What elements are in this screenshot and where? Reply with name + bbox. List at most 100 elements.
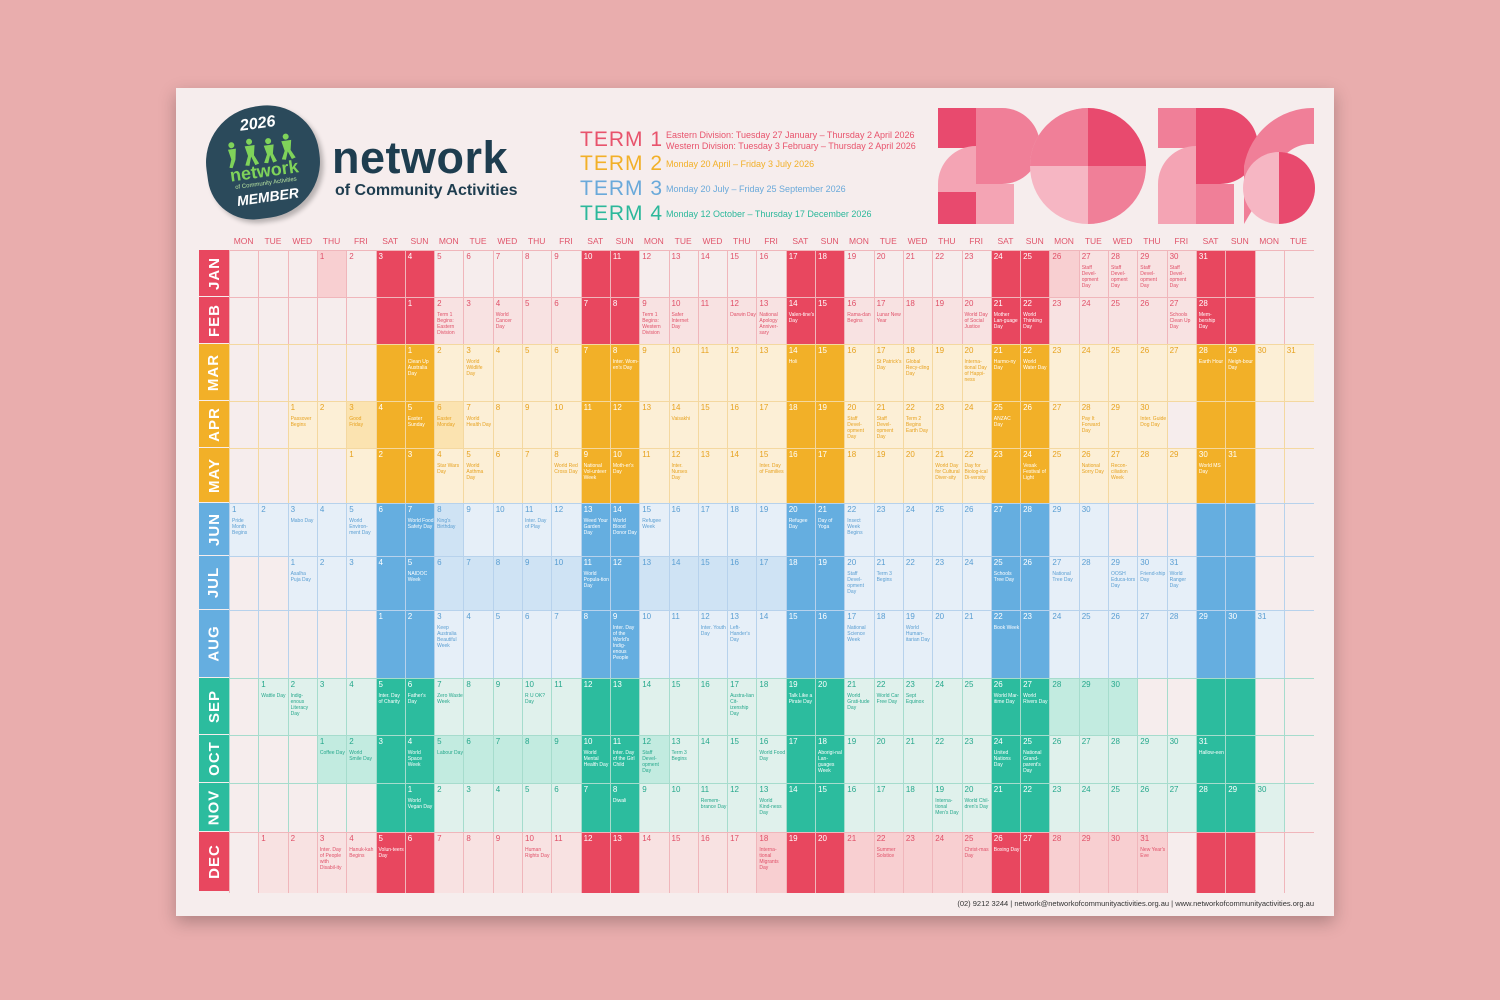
empty-cell — [287, 448, 318, 504]
day-cell: 17 — [727, 832, 758, 893]
day-cell: 7 — [492, 250, 523, 298]
day-cell: 15 Inter. Day of Families — [756, 448, 787, 504]
day-number: 5 — [525, 299, 530, 308]
empty-cell — [1283, 610, 1315, 679]
empty-cell — [316, 344, 348, 402]
day-cell: 29 — [1078, 678, 1109, 736]
empty-cell — [1108, 503, 1139, 557]
day-number: 5 — [407, 403, 413, 412]
term-4-line-1: Monday 12 October – Thursday 17 December… — [666, 209, 872, 219]
day-number: 4 — [378, 403, 383, 412]
empty-cell — [346, 297, 377, 345]
day-number: 3 — [349, 403, 354, 412]
empty-cell — [1283, 297, 1315, 345]
day-cell: 4 — [375, 556, 406, 611]
day-cell: 1 Asalha Puja Day — [287, 556, 318, 611]
day-number: 21 — [905, 737, 915, 746]
day-cell: 11 — [580, 401, 611, 449]
day-number: 15 — [642, 505, 652, 514]
day-cell: 15 — [727, 735, 758, 784]
day-number: 20 — [964, 299, 974, 308]
digit-6 — [1243, 108, 1315, 224]
day-cell: 6 Easter Monday — [434, 401, 465, 449]
day-cell: 12 — [727, 783, 758, 833]
day-number: 19 — [788, 834, 798, 843]
day-number: 13 — [759, 785, 769, 794]
day-cell: 13 National Apology Anniver-sary — [756, 297, 787, 345]
day-cell: 10 — [668, 344, 699, 402]
day-cell: 8 Diwali — [609, 783, 641, 833]
day-cell: 31 World Ranger Day — [1166, 556, 1197, 611]
month-label-jan: JAN — [199, 250, 229, 296]
empty-cell — [1283, 556, 1315, 611]
day-number: 25 — [935, 505, 945, 514]
day-cell: 17 Austra-lian Cit-izenship Day — [727, 678, 758, 736]
event-note: Lunar New Year — [876, 312, 901, 324]
day-cell: 7 — [463, 556, 494, 611]
day-cell: 4 — [492, 344, 523, 402]
day-cell: 13 Term 3 Begins — [668, 735, 699, 784]
day-number: 23 — [993, 450, 1003, 459]
event-note: Good Friday — [349, 416, 364, 428]
month-label-apr: APR — [199, 401, 229, 447]
day-cell: 18 — [727, 503, 758, 557]
event-note: Global Recy-cling Day — [905, 359, 930, 377]
day-number: 18 — [730, 505, 739, 514]
day-cell: 25 Christ-mas Day — [961, 832, 992, 893]
day-cell: 2 — [316, 401, 348, 449]
day-number: 12 — [612, 403, 622, 412]
event-note: Inter. Day of the Girl Child — [612, 750, 635, 768]
day-number: 27 — [1081, 737, 1091, 746]
day-cell: 22 World Thinking Day — [1020, 297, 1051, 345]
day-cell: 14 — [697, 735, 729, 784]
day-cell: 13 — [697, 448, 729, 504]
weekday-header: SAT — [997, 236, 1014, 246]
weekday-header: FRI — [764, 236, 778, 246]
event-note: Labour Day — [437, 750, 463, 756]
day-number: 12 — [700, 612, 710, 621]
day-cell: 17 — [756, 556, 787, 611]
day-cell: 2 Term 1 Begins: Eastern Division — [434, 297, 465, 345]
event-note: Passover Begins — [290, 416, 312, 428]
event-note: Darwin Day — [730, 312, 756, 318]
day-cell: 12 — [580, 832, 611, 893]
day-cell: 29 — [1078, 832, 1109, 893]
day-cell: 10 — [639, 610, 670, 679]
day-number: 6 — [466, 252, 471, 261]
event-note: Schools Clean Up Day — [1169, 312, 1191, 330]
day-cell: 8 King's Birthday — [434, 503, 465, 557]
day-number: 25 — [1111, 785, 1120, 794]
day-cell: 20 Refugee Day — [785, 503, 816, 557]
day-cell: 3 — [346, 556, 377, 611]
event-note: World Water Day — [1023, 359, 1047, 371]
day-number: 23 — [1052, 346, 1062, 355]
day-number: 11 — [700, 785, 710, 794]
empty-cell — [316, 783, 348, 833]
event-note: Boxing Day — [993, 847, 1020, 853]
event-note: Refugee Week — [642, 518, 662, 530]
event-note: World Mental Health Day — [583, 750, 609, 768]
day-cell: 6 — [551, 783, 582, 833]
month-label-jul: JUL — [199, 556, 229, 609]
day-number: 26 — [1023, 403, 1032, 412]
day-cell: 30 — [1254, 783, 1285, 833]
day-number: 19 — [759, 505, 769, 514]
event-note: Star Wars Day — [437, 463, 460, 475]
day-number: 11 — [642, 450, 651, 459]
event-note: Book Week — [993, 625, 1020, 631]
day-number: 6 — [407, 680, 413, 689]
month-name: JUL — [205, 566, 223, 599]
day-cell: 20 World Day of Social Justice — [961, 297, 992, 345]
day-number: 14 — [671, 558, 681, 567]
event-note: Refugee Day — [788, 518, 808, 530]
day-number: 7 — [583, 299, 589, 308]
day-number: 15 — [671, 680, 681, 689]
day-number: 6 — [437, 558, 442, 567]
day-cell: 7 World Health Day — [463, 401, 494, 449]
day-number: 31 — [1257, 612, 1267, 621]
day-number: 3 — [349, 558, 354, 567]
digit-2-second — [1158, 108, 1258, 224]
day-cell: 21 — [990, 783, 1022, 833]
member-logo-badge: 2026 network of Community Activities MEM… — [198, 98, 328, 226]
weekday-header: FRI — [969, 236, 983, 246]
